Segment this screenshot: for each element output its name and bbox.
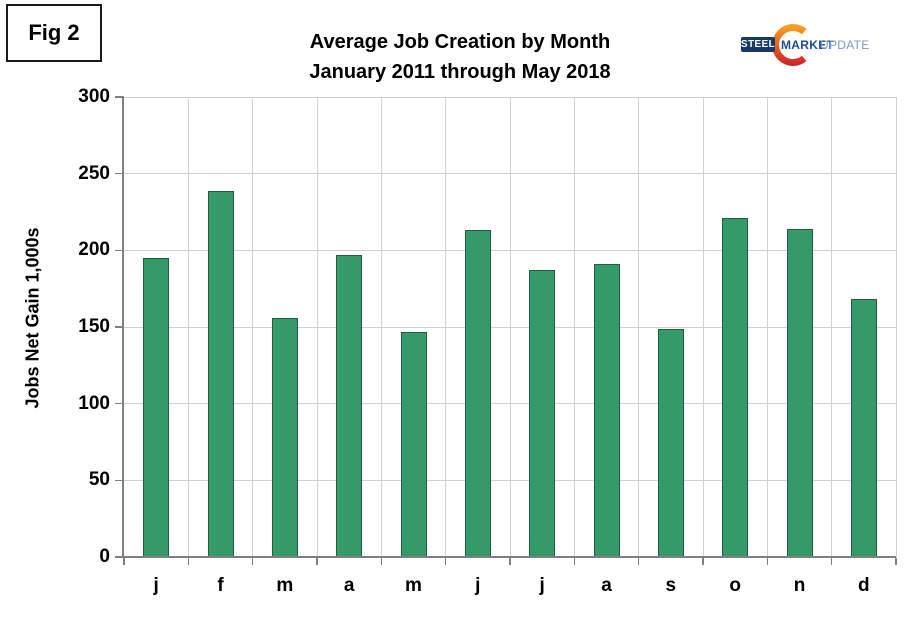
- figure-label-box: Fig 2: [6, 4, 102, 62]
- chart-title: Average Job Creation by Month January 20…: [105, 27, 815, 87]
- x-axis-tick: [830, 558, 833, 565]
- x-axis-line: [122, 556, 896, 558]
- x-tick-label: o: [729, 575, 741, 596]
- y-tick-label: 200: [78, 239, 110, 261]
- bar-j-6: [464, 230, 491, 557]
- gridline-vertical: [445, 97, 447, 557]
- bar-a-4: [336, 254, 363, 557]
- x-axis-tick: [702, 558, 704, 565]
- gridline-vertical: [252, 97, 254, 557]
- y-axis-line: [122, 97, 124, 557]
- x-axis-tick: [509, 558, 511, 565]
- x-tick-label: m: [276, 575, 294, 596]
- y-tick-label: 150: [78, 316, 110, 337]
- smu-logo: STEEL MARKET UPDATE: [741, 23, 891, 67]
- y-axis-tick: [115, 172, 124, 175]
- y-axis-tick: [115, 249, 124, 252]
- y-axis-tick: [115, 556, 124, 558]
- y-tick-label: 100: [78, 392, 110, 414]
- x-tick-label: n: [793, 575, 806, 596]
- smu-logo-steel-text: STEEL: [740, 39, 776, 50]
- bar-j-1: [143, 258, 170, 557]
- bar-m-5: [400, 331, 427, 557]
- x-tick-label: a: [343, 575, 355, 596]
- x-axis-tick: [316, 558, 318, 565]
- y-axis-tick: [115, 479, 124, 482]
- x-tick-label: d: [858, 575, 870, 596]
- x-axis-tick: [380, 558, 383, 565]
- bar-a-8: [593, 264, 620, 557]
- x-axis-tick: [251, 558, 254, 565]
- y-axis-tick: [115, 326, 124, 328]
- y-axis-tick: [115, 402, 124, 405]
- gridline-vertical: [702, 97, 704, 557]
- chart-title-line1: Average Job Creation by Month: [309, 31, 611, 53]
- y-axis-title: Jobs Net Gain 1,000s: [22, 227, 43, 409]
- x-axis-tick: [123, 558, 125, 565]
- x-axis-tick: [766, 558, 769, 565]
- chart-title-line2: January 2011 through May 2018: [309, 61, 611, 83]
- y-tick-label: 0: [99, 546, 110, 567]
- x-axis-tick: [573, 558, 576, 565]
- bar-o-10: [722, 218, 749, 557]
- bar-s-9: [657, 328, 684, 557]
- bar-f-2: [207, 190, 234, 557]
- y-axis-tick: [115, 96, 124, 98]
- y-tick-label: 250: [78, 162, 110, 184]
- gridline-vertical: [895, 97, 897, 557]
- gridline-vertical: [831, 97, 833, 557]
- x-axis-tick: [187, 558, 190, 565]
- plot-area: 0 50 100 150 200 250 300 j f m a m j j a s o n d: [78, 86, 897, 596]
- figure-label: Fig 2: [28, 20, 80, 45]
- bar-m-3: [271, 317, 298, 557]
- x-tick-label: m: [405, 575, 422, 596]
- gridline-vertical: [509, 97, 511, 557]
- gridline-vertical: [380, 97, 382, 557]
- smu-logo-update-text: UPDATE: [820, 38, 870, 52]
- gridline-vertical: [573, 97, 575, 557]
- smu-logo-market-text: MARKET: [781, 38, 835, 52]
- x-tick-label: s: [665, 575, 677, 596]
- bar-n-11: [786, 228, 813, 557]
- x-tick-label: j: [475, 575, 481, 596]
- x-axis-tick: [637, 558, 640, 565]
- x-tick-label: j: [539, 575, 545, 596]
- gridline-vertical: [638, 97, 640, 557]
- bar-j-7: [529, 270, 556, 557]
- gridline-vertical: [187, 97, 189, 557]
- smu-logo-steel-box: STEEL: [741, 37, 775, 52]
- bar-d-12: [850, 299, 877, 557]
- gridline-vertical: [766, 97, 768, 557]
- smu-crescent-icon: [772, 24, 807, 67]
- y-tick-label: 50: [88, 469, 110, 491]
- x-tick-label: j: [153, 575, 159, 596]
- gridline-vertical: [316, 97, 318, 557]
- y-tick-label: 300: [78, 86, 110, 107]
- x-axis-tick: [895, 558, 897, 565]
- x-tick-label: f: [217, 575, 224, 596]
- x-axis-tick: [444, 558, 447, 565]
- x-tick-label: a: [601, 575, 612, 596]
